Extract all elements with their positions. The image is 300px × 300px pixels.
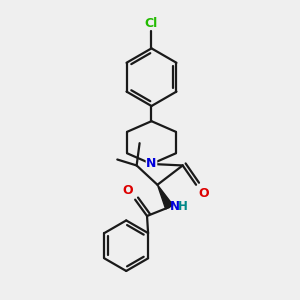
Text: O: O <box>198 187 209 200</box>
Text: N: N <box>146 158 157 170</box>
Text: H: H <box>178 200 188 213</box>
Text: Cl: Cl <box>145 16 158 30</box>
Polygon shape <box>158 185 173 209</box>
Text: O: O <box>122 184 133 197</box>
Text: N: N <box>170 200 180 213</box>
